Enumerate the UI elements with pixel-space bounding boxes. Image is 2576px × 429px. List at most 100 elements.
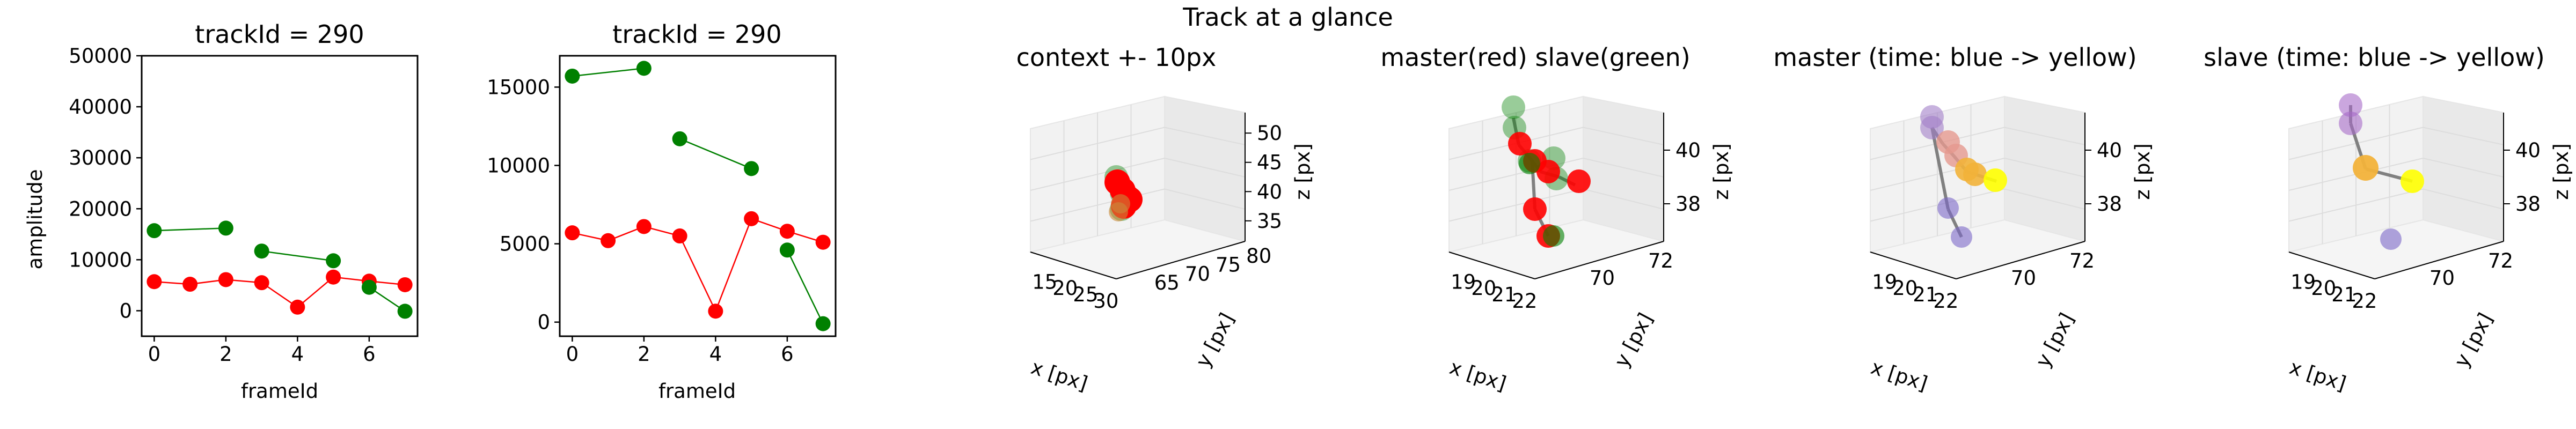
- grid-line: [1870, 188, 2005, 222]
- chart-6: slave (time: blue -> yellow): [2204, 43, 2545, 72]
- grid-line: [2288, 188, 2424, 222]
- y-axis-line: [1956, 241, 2085, 279]
- y-tick-label: 70: [2011, 267, 2036, 290]
- y-axis-label: y [px]: [1191, 309, 1239, 371]
- y-tick-label: 75: [1216, 254, 1241, 277]
- chart-3: context +- 10px: [1016, 43, 1217, 72]
- chart-2: trackId = 290 frameId 0 2 4 6 0 5000 10000 1500…: [487, 20, 837, 403]
- time-point: [1937, 197, 1959, 219]
- chart-3-title: context +- 10px: [1016, 43, 1217, 72]
- x-tick-label: 21: [1491, 283, 1517, 306]
- data-point: [815, 234, 831, 250]
- chart-1-xlabel: frameId: [241, 380, 318, 403]
- chart-5: master (time: blue -> yellow): [1773, 43, 2136, 72]
- time-point: [1920, 116, 1944, 139]
- x-tick-label: 19: [1451, 270, 1476, 293]
- grid-line: [1583, 188, 1664, 210]
- z-tick-label: 38: [1675, 193, 1701, 216]
- grid-line: [1870, 158, 2005, 191]
- series-segment: [715, 218, 752, 312]
- x-tick-label: 20: [2311, 277, 2336, 300]
- z-tick-label: 40: [2097, 139, 2122, 162]
- master-point: [1523, 197, 1547, 221]
- grid-line: [1030, 158, 1165, 191]
- x-tick-label: 0: [148, 343, 161, 366]
- slave-point: [1519, 153, 1540, 174]
- master-point: [1536, 160, 1560, 183]
- x-tick-label: 19: [2290, 270, 2316, 293]
- z-tick-label: 40: [2515, 139, 2541, 162]
- grid-line: [2004, 158, 2085, 177]
- time-point: [1951, 226, 1972, 248]
- time-point: [2339, 93, 2362, 117]
- y-tick-label: 5000: [500, 233, 550, 256]
- series-segment: [154, 227, 226, 232]
- x-tick-label: 6: [363, 343, 376, 366]
- time-point: [2380, 228, 2402, 250]
- x-axis-line: [2288, 252, 2375, 279]
- grid-line: [1164, 127, 1246, 145]
- z-tick-label: 35: [1257, 210, 1282, 233]
- series-segment: [679, 235, 716, 312]
- x-axis-label: x [px]: [1868, 356, 1930, 395]
- data-point: [254, 243, 269, 259]
- grid-line: [1583, 158, 1664, 177]
- data-point: [218, 220, 233, 236]
- data-point: [779, 242, 795, 258]
- y-tick-label: 70: [1185, 262, 1210, 285]
- data-point: [672, 228, 687, 244]
- grid-line: [2423, 188, 2504, 210]
- data-point: [218, 272, 233, 287]
- chart-2-xlabel: frameId: [658, 380, 736, 403]
- z-tick-label: 45: [1257, 151, 1282, 174]
- data-point: [636, 219, 652, 234]
- y-tick-label: 50000: [69, 45, 132, 68]
- data-point: [290, 299, 305, 315]
- grid-line: [2423, 127, 2504, 145]
- master-point: [1508, 132, 1532, 156]
- x-tick-label: 21: [2331, 283, 2357, 306]
- time-point: [1963, 162, 1987, 186]
- chart-1: trackId = 290 frameId amplitude 0 2 4 6 0 100…: [24, 20, 419, 403]
- y-tick-label: 20000: [69, 197, 132, 220]
- chart-5-title: master (time: blue -> yellow): [1773, 43, 2136, 72]
- x-tick-label: 20: [1471, 277, 1496, 300]
- y-tick-label: 30000: [69, 146, 132, 169]
- x-axis-label: x [px]: [1447, 356, 1509, 395]
- figure-suptitle: Track at a glance: [1182, 3, 1393, 32]
- x-tick-label: 21: [1913, 283, 1938, 306]
- x-axis-label: x [px]: [1028, 356, 1091, 395]
- y-tick-label: 72: [2488, 249, 2513, 272]
- z-tick-label: 40: [1257, 180, 1282, 203]
- z-tick-label: 38: [2515, 193, 2541, 216]
- chart-6-title: slave (time: blue -> yellow): [2204, 43, 2545, 72]
- data-point: [326, 253, 341, 269]
- grid-line: [1448, 188, 1584, 222]
- data-point: [397, 304, 413, 319]
- side-pane: [1164, 95, 1246, 242]
- chart-1-plot-frame: [141, 55, 419, 337]
- x-tick-label: 2: [219, 343, 232, 366]
- data-point: [672, 131, 687, 146]
- y-tick-label: 10000: [69, 248, 132, 271]
- overlap-point: [1109, 202, 1128, 221]
- chart-4: master(red) slave(green): [1380, 43, 1690, 72]
- y-tick-label: 72: [1648, 249, 1673, 272]
- data-point: [636, 61, 652, 76]
- data-point: [397, 277, 413, 292]
- x-tick-label: 22: [2352, 290, 2377, 313]
- x-tick-label: 25: [1073, 283, 1098, 306]
- z-tick-label: 50: [1257, 122, 1282, 145]
- grid-line: [2004, 127, 2085, 145]
- y-tick-label: 70: [1590, 267, 1615, 290]
- data-point: [744, 161, 759, 176]
- x-axis-line: [1448, 252, 1535, 279]
- slave-point: [1543, 225, 1564, 247]
- z-axis-label: z [px]: [2131, 143, 2154, 199]
- side-pane: [2004, 95, 2085, 242]
- time-point: [1984, 168, 2007, 192]
- z-axis-label: z [px]: [2550, 143, 2573, 199]
- z-tick-label: 40: [1675, 139, 1701, 162]
- series-segment: [261, 250, 334, 262]
